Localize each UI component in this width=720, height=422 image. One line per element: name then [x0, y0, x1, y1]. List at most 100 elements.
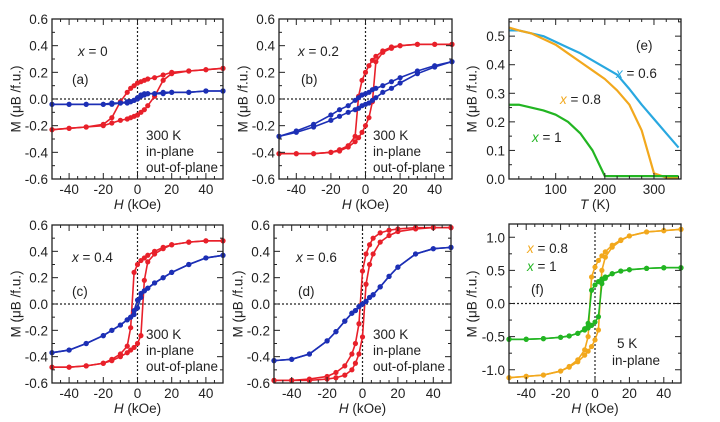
data-point	[131, 269, 137, 275]
data-point	[582, 352, 588, 358]
x-tick-label: -20	[551, 386, 571, 401]
panel-label: (d)	[298, 284, 315, 299]
data-point	[141, 107, 147, 113]
data-point	[83, 363, 89, 369]
x-tick-label: -20	[94, 386, 114, 401]
series-label: x = 1	[526, 259, 557, 274]
y-tick-label: -0.5	[482, 330, 505, 345]
plot-frame	[508, 18, 682, 180]
series-line	[508, 26, 679, 179]
y-axis-label: M (μB /f.u.)	[8, 270, 24, 338]
panel-label: (b)	[301, 72, 318, 87]
x-tick-label: 40	[426, 386, 441, 401]
data-point	[430, 246, 436, 252]
data-point	[373, 59, 379, 65]
series-in-plane	[49, 238, 226, 370]
data-point	[145, 103, 151, 109]
data-point	[117, 354, 123, 360]
data-point	[203, 255, 209, 261]
legend-out-of-plane: out-of-plane	[373, 160, 445, 175]
x-tick-label: 0	[134, 182, 142, 197]
panel-b: -40 -20 0 20 40 -0.6 -0.4 -0.2 0.0 0.2 0.4 0.6 H (kO…	[252, 12, 455, 212]
data-point	[160, 72, 166, 78]
data-point	[592, 264, 598, 270]
y-axis-label: M (μB /f.u.)	[464, 65, 480, 133]
data-point	[395, 228, 401, 235]
data-point	[595, 327, 602, 333]
y-tick-label: 0.0	[256, 92, 275, 107]
data-point	[134, 305, 141, 311]
series-x-1	[506, 265, 684, 342]
legend-in-plane: in-plane	[373, 343, 421, 358]
data-point	[356, 304, 362, 310]
data-point	[370, 235, 376, 241]
data-point	[345, 144, 351, 150]
y-tick-label: 0.4	[251, 244, 270, 259]
data-point	[609, 271, 615, 277]
data-point	[203, 238, 209, 244]
data-point	[311, 124, 317, 130]
data-point	[117, 322, 123, 328]
data-point	[145, 76, 151, 82]
data-point	[592, 319, 598, 325]
y-tick-label: -0.6	[247, 376, 270, 391]
data-point	[599, 281, 605, 287]
data-point	[306, 351, 312, 357]
data-point	[186, 68, 192, 74]
y-tick-label: -0.4	[25, 350, 49, 365]
data-point	[370, 292, 376, 298]
x-tick-label: -20	[94, 182, 114, 197]
panel-a: -40 -20 0 20 40 -0.6 -0.4 -0.2 0.0 0.2 0.4 0.6 H (kO…	[25, 12, 226, 212]
temperature-label: 300 K	[373, 327, 408, 342]
legend-in-plane: in-plane	[146, 144, 194, 159]
data-point	[134, 340, 141, 347]
data-point	[66, 125, 72, 131]
temperature-label: 300 K	[146, 327, 181, 342]
data-point	[66, 364, 72, 370]
data-point	[599, 267, 605, 273]
data-point	[324, 338, 330, 344]
series-out-of-plane	[49, 88, 226, 107]
composition-label: x = 0	[77, 44, 108, 59]
composition-label: x = 0.6	[295, 250, 337, 265]
data-point	[152, 91, 158, 97]
data-point	[66, 101, 72, 107]
data-point	[602, 249, 608, 255]
data-point	[311, 151, 317, 157]
data-point	[83, 340, 89, 347]
series-label: x = 0.6	[615, 66, 657, 81]
y-tick-label: 0.5	[486, 263, 505, 278]
data-point	[152, 75, 158, 81]
y-axis-label: M (μB /f.u.)	[8, 65, 24, 133]
y-tick-label: -0.2	[25, 119, 48, 134]
x-tick-label: -40	[282, 386, 302, 401]
y-tick-label: 0.0	[486, 297, 505, 312]
data-point	[109, 101, 115, 107]
data-point	[169, 89, 175, 95]
y-tick-label: 0.2	[29, 65, 48, 80]
series-x-0-8	[508, 26, 679, 179]
y-tick-label: 0.2	[256, 65, 275, 80]
y-tick-label: 0.2	[486, 115, 505, 130]
data-point	[342, 363, 348, 369]
data-point	[342, 318, 348, 324]
data-point	[359, 334, 366, 340]
x-tick-label: -40	[59, 386, 79, 401]
orientation-label: in-plane	[612, 353, 660, 368]
data-point	[609, 244, 615, 250]
data-point	[100, 360, 106, 366]
data-point	[131, 344, 137, 351]
data-point	[359, 129, 365, 135]
data-point	[661, 228, 667, 234]
data-point	[414, 71, 420, 77]
data-point	[373, 95, 379, 101]
data-point	[186, 239, 192, 245]
data-point	[585, 334, 591, 340]
panel-label: (c)	[72, 284, 88, 299]
series-out-of-plane	[276, 59, 455, 139]
data-point	[566, 333, 572, 339]
data-point	[145, 91, 151, 97]
series-label: x = 0.8	[526, 241, 568, 256]
